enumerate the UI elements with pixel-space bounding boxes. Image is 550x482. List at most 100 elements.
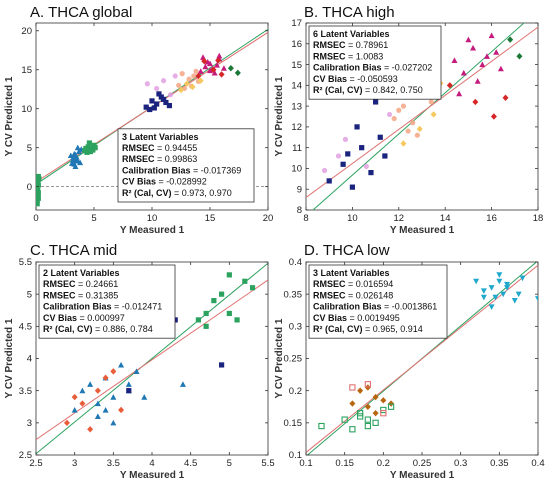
data-point [179,381,186,387]
data-point [382,153,388,159]
data-point [201,57,208,65]
data-point [197,68,204,74]
stats-line: RMSEC = 0.026148 [313,290,393,300]
data-point [149,98,155,104]
data-point [161,96,167,102]
data-point [186,76,192,82]
data-point [210,66,217,73]
stats-value: = -0.0013861 [382,302,438,312]
x-tick-label: 0.2 [377,458,390,469]
data-point [36,201,40,207]
data-point [178,86,184,94]
data-point [364,381,372,388]
data-point [492,294,499,301]
x-tick-label: 3.5 [107,458,120,469]
data-point [87,426,94,433]
data-point [144,81,150,87]
data-point [220,65,227,71]
stats-label: Calibration Bias [43,302,112,312]
x-tick-label: 10 [147,213,158,224]
stats-line: RMSEC = 0.24661 [43,279,118,289]
data-point [488,32,495,39]
data-point [242,278,248,284]
data-point [133,368,140,374]
data-point [356,410,364,417]
stats-line: Calibration Bias = -0.012471 [43,302,162,312]
x-tick-label: 3 [72,458,77,469]
data-point [372,419,379,426]
data-point [204,58,211,65]
stats-label: RMSEC [313,290,346,300]
stats-value: = 0.24661 [76,279,119,289]
data-point [500,291,507,298]
y-tick-label: 3 [27,418,32,429]
stats-label: CV Bias [313,313,347,323]
data-point [94,387,101,394]
data-point [87,381,94,387]
data-point [172,73,178,79]
data-point [211,298,217,304]
stats-label: CV Bias [122,177,156,187]
stats-label: Calibration Bias [122,165,191,175]
y-tick-label: 13 [291,101,302,112]
stats-line: 3 Latent Variables [122,132,199,142]
data-point [479,61,486,68]
y-tick-label: 11 [292,143,302,154]
stats-label: RMSEC [43,290,76,300]
x-tick-label: 0.35 [490,458,509,469]
data-point [372,409,379,417]
panel-title: D. THCA low [304,242,390,259]
x-tick-label: 0.1 [299,458,312,469]
data-point [400,140,407,147]
y-tick-label: 5 [27,143,32,154]
data-point [202,63,209,70]
data-point [515,291,522,298]
data-point [472,98,479,106]
panel-title: B. THCA high [304,4,395,21]
x-axis-label: Y Measured 1 [120,225,185,236]
stats-line: CV Bias = -0.050593 [313,74,398,84]
plot-area [306,23,538,210]
y-tick-label: 0.15 [284,418,303,429]
y-tick-label: 3.5 [19,386,32,397]
fit-line [36,262,268,455]
y-tick-label: 16 [291,39,302,50]
stats-line: RMSEC = 0.99863 [122,154,197,164]
y-tick-label: 0.4 [289,257,302,268]
data-point [36,187,41,194]
stats-line: Calibration Bias = -0.027202 [313,63,432,73]
data-point [92,145,98,151]
y-tick-label: 2.5 [19,450,32,461]
data-point [349,400,356,407]
stats-line: 2 Latent Variables [43,268,120,278]
data-point [480,294,487,301]
stats-label: 3 Latent Variables [313,268,390,278]
data-point [354,124,360,130]
data-point [473,278,480,285]
data-point [213,62,220,68]
panel-4: D. THCA low 0.1 0.15 0.2 0.25 0.3 0.35 0.4 0.1 0.… [274,242,545,481]
stats-value: = 0.000997 [77,313,125,323]
data-point [318,422,325,430]
data-point [79,387,86,394]
data-point [219,291,225,297]
data-point [143,104,149,110]
y-axis-label: Y CV Predicted 1 [4,318,15,398]
data-point [226,272,232,278]
y-tick-label: 12 [291,122,302,133]
stats-label: 6 Latent Variables [313,29,390,39]
data-point [154,85,160,92]
data-point [364,384,371,391]
data-point [373,99,379,105]
stats-label: RMSEC [313,40,346,50]
x-tick-label: 16 [486,213,497,224]
data-point [110,394,117,400]
x-tick-label: 0 [33,213,38,224]
stats-label: Calibration Bias [313,63,382,73]
data-point [94,413,101,419]
data-point [451,57,458,63]
x-axis-label: Y Measured 1 [390,225,455,236]
stats-box [308,264,448,339]
stats-line: CV Bias = 0.000997 [43,313,125,323]
